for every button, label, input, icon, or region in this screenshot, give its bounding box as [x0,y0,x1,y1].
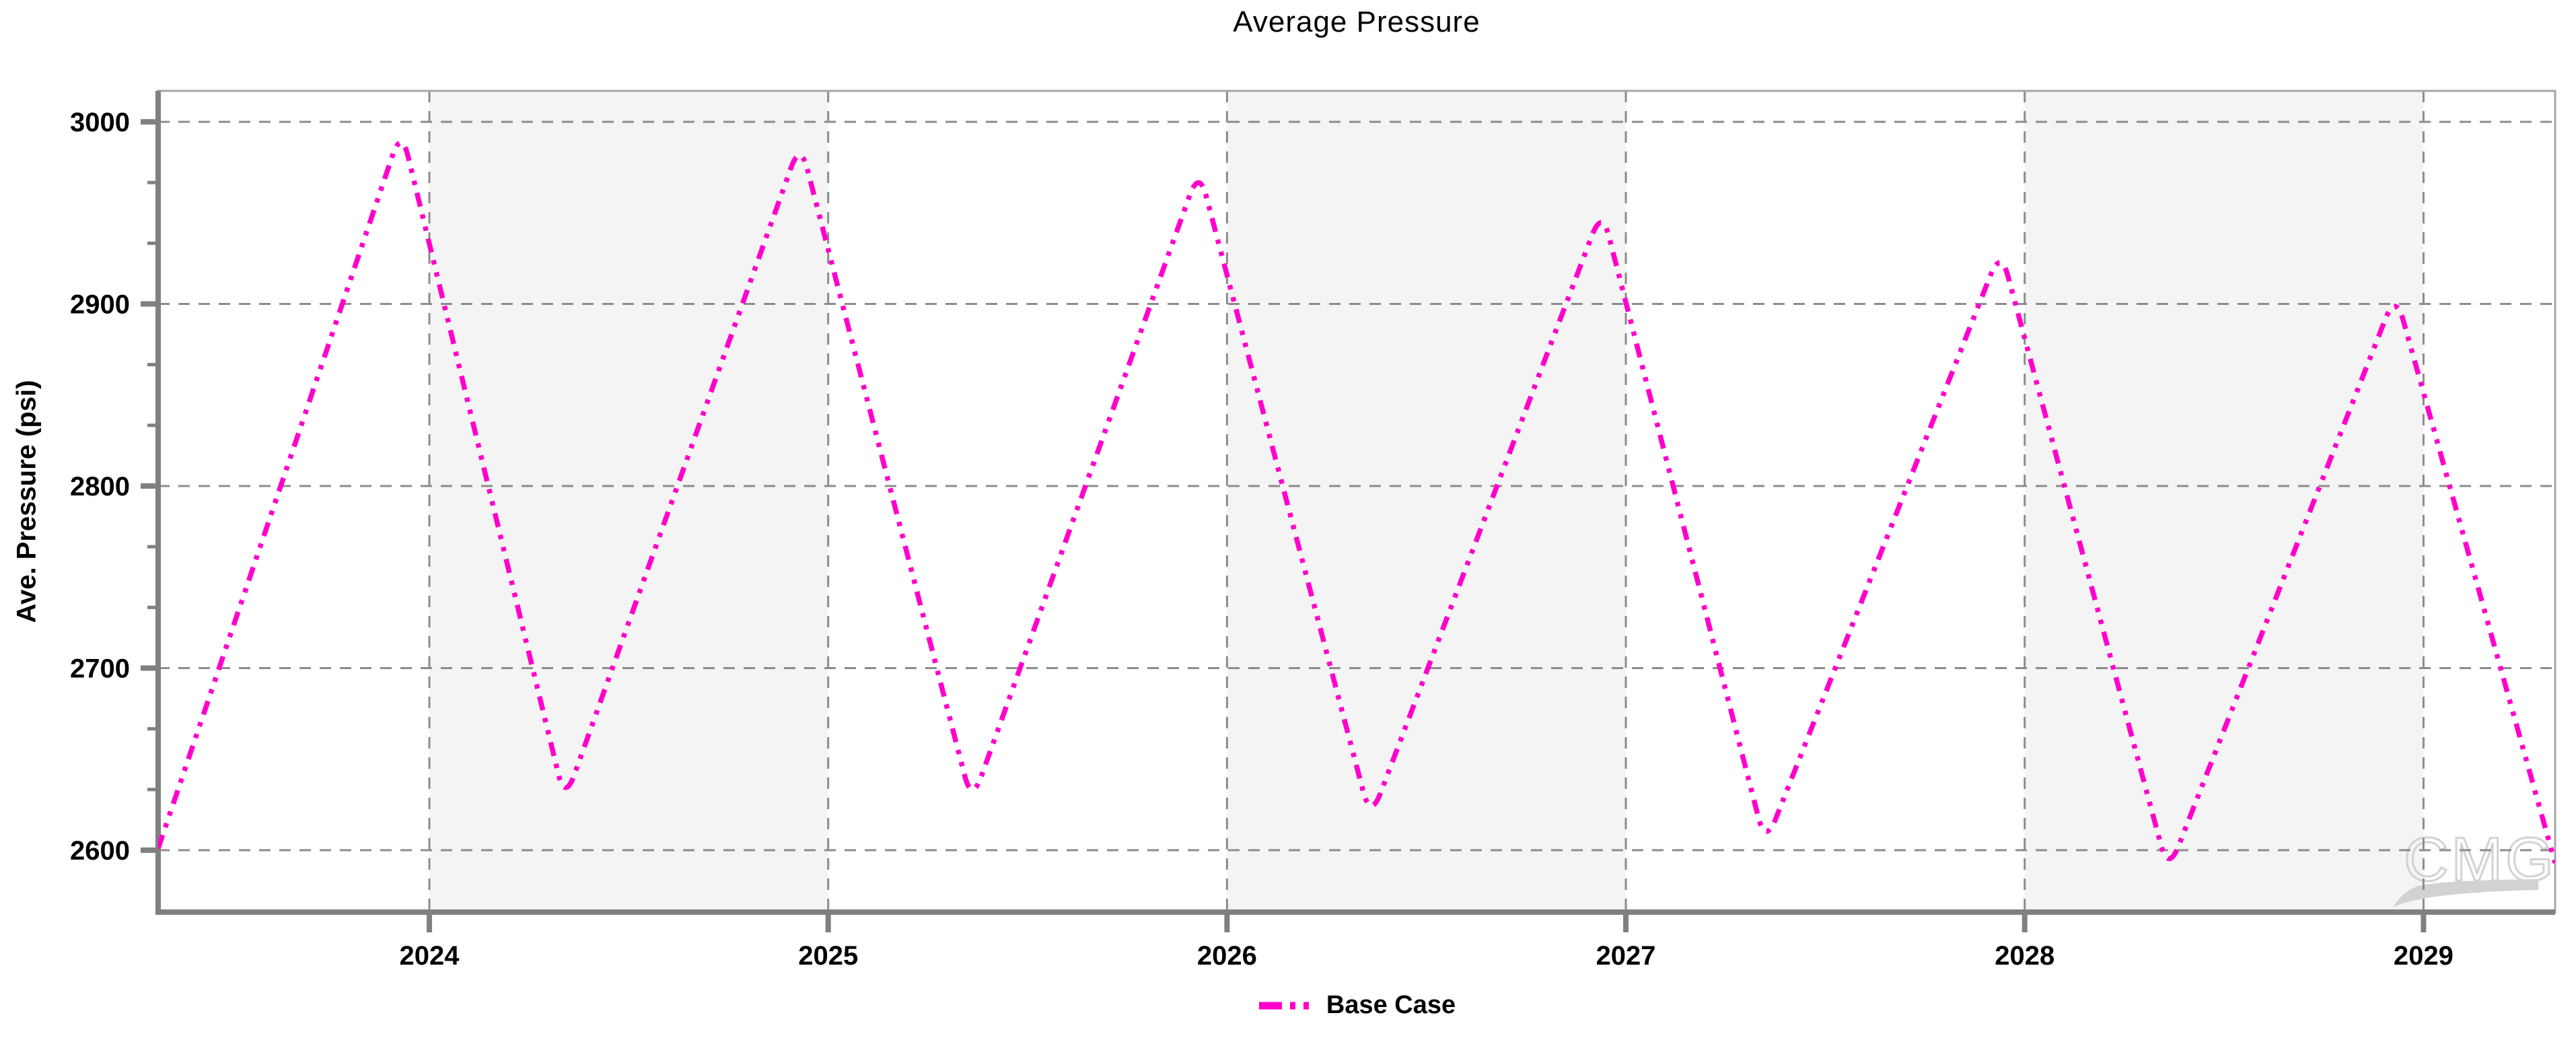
year-band [1227,91,1626,912]
x-tick-label: 2028 [1995,941,2054,971]
y-tick-label: 3000 [70,108,130,137]
legend: Base Case [158,991,2555,1020]
legend-line-sample [1258,1002,1312,1009]
y-tick-label: 2600 [70,836,130,866]
x-tick-label: 2024 [400,941,460,971]
watermark-swoosh [2393,879,2538,907]
year-band [429,91,828,912]
x-tick-label: 2026 [1197,941,1257,971]
y-tick-label: 2800 [70,472,130,501]
cmg-watermark-logo: CMG [2393,825,2554,907]
x-tick-label: 2025 [798,941,858,971]
y-tick-label: 2900 [70,289,130,319]
year-band [2024,91,2424,912]
chart-title: Average Pressure [1233,5,1480,38]
x-tick-label: 2029 [2394,941,2454,971]
shaded-bands [429,91,2424,912]
base-case-line [158,140,2555,864]
legend-label: Base Case [1326,991,1456,1019]
x-tick-label: 2027 [1596,941,1656,971]
y-tick-label: 2700 [70,654,130,684]
